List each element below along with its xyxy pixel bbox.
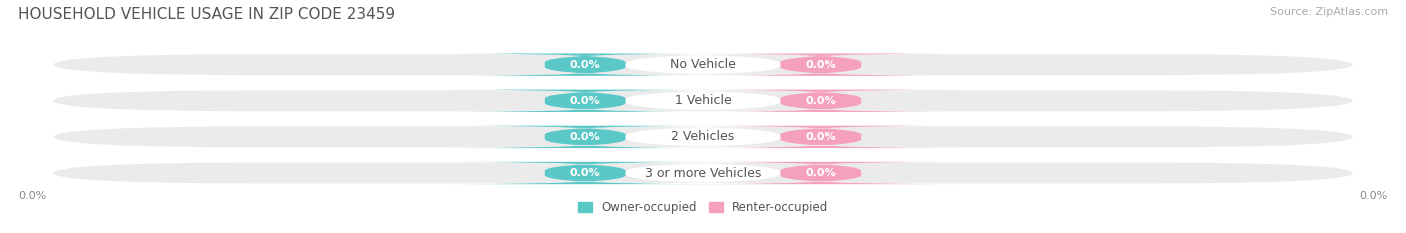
FancyBboxPatch shape [450, 89, 721, 112]
FancyBboxPatch shape [53, 53, 1354, 76]
Text: 0.0%: 0.0% [806, 60, 837, 70]
Text: 0.0%: 0.0% [569, 60, 600, 70]
Text: 0.0%: 0.0% [1360, 191, 1388, 201]
Text: 0.0%: 0.0% [806, 96, 837, 106]
FancyBboxPatch shape [686, 53, 956, 76]
Text: HOUSEHOLD VEHICLE USAGE IN ZIP CODE 23459: HOUSEHOLD VEHICLE USAGE IN ZIP CODE 2345… [18, 7, 395, 22]
FancyBboxPatch shape [450, 126, 721, 148]
FancyBboxPatch shape [583, 89, 823, 112]
FancyBboxPatch shape [583, 162, 823, 184]
FancyBboxPatch shape [450, 53, 721, 76]
Text: 0.0%: 0.0% [806, 168, 837, 178]
Text: 0.0%: 0.0% [18, 191, 46, 201]
FancyBboxPatch shape [686, 162, 956, 184]
Text: 0.0%: 0.0% [569, 96, 600, 106]
FancyBboxPatch shape [450, 162, 721, 184]
FancyBboxPatch shape [53, 89, 1354, 112]
Text: 3 or more Vehicles: 3 or more Vehicles [645, 167, 761, 179]
Text: 1 Vehicle: 1 Vehicle [675, 94, 731, 107]
Text: 2 Vehicles: 2 Vehicles [672, 130, 734, 143]
FancyBboxPatch shape [53, 126, 1354, 148]
FancyBboxPatch shape [583, 53, 823, 76]
Text: Source: ZipAtlas.com: Source: ZipAtlas.com [1270, 7, 1388, 17]
Text: 0.0%: 0.0% [569, 132, 600, 142]
Legend: Owner-occupied, Renter-occupied: Owner-occupied, Renter-occupied [578, 201, 828, 214]
FancyBboxPatch shape [686, 89, 956, 112]
FancyBboxPatch shape [686, 126, 956, 148]
FancyBboxPatch shape [583, 126, 823, 148]
Text: No Vehicle: No Vehicle [671, 58, 735, 71]
Text: 0.0%: 0.0% [569, 168, 600, 178]
FancyBboxPatch shape [53, 162, 1354, 184]
Text: 0.0%: 0.0% [806, 132, 837, 142]
